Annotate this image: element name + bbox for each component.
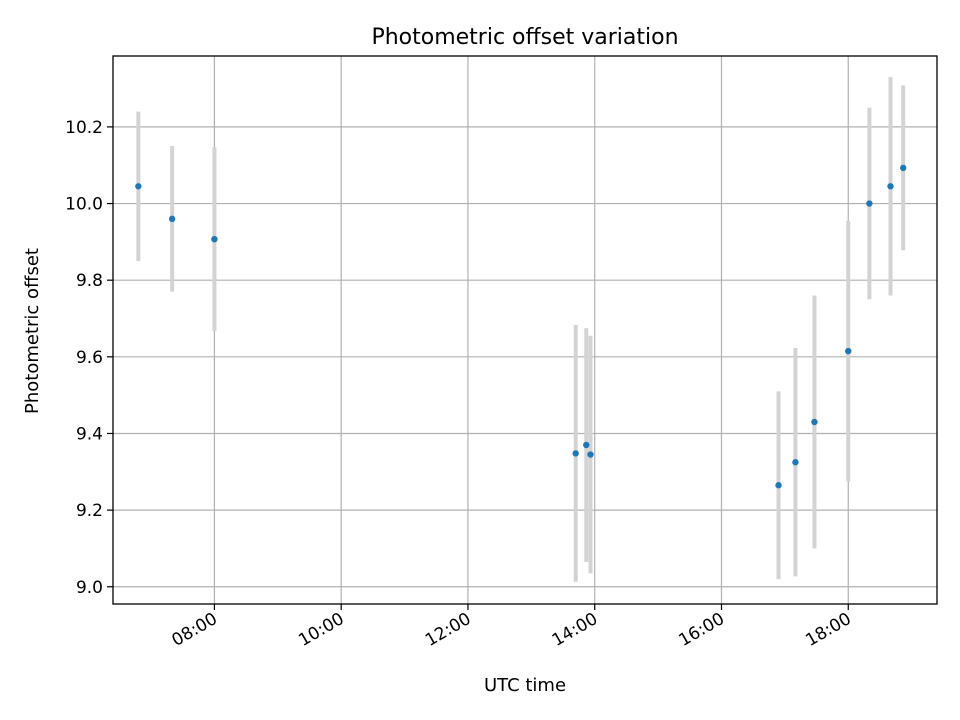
data-point [775, 482, 782, 489]
y-tick-label: 9.4 [76, 424, 103, 444]
data-point [572, 450, 579, 457]
data-point [811, 418, 818, 426]
data-point [866, 200, 873, 207]
data-point [899, 164, 907, 172]
data-point [887, 183, 894, 190]
y-axis-label: Photometric offset [22, 248, 43, 414]
data-point [792, 459, 799, 466]
data-point [168, 215, 176, 223]
plot-frame [112, 55, 938, 605]
data-point [587, 451, 594, 458]
y-tick-label: 10.0 [65, 195, 103, 215]
chart-title: Photometric offset variation [371, 25, 678, 50]
y-tick-label: 9.8 [76, 271, 103, 291]
data-point [845, 347, 852, 355]
data-point [135, 183, 142, 190]
y-tick-label: 10.2 [65, 118, 103, 138]
data-point [583, 441, 590, 449]
y-tick-label: 9.0 [76, 578, 103, 598]
y-tick-label: 9.6 [76, 348, 103, 368]
data-point [211, 235, 218, 243]
y-tick-label: 9.2 [76, 501, 103, 521]
x-axis-label: UTC time [484, 675, 566, 696]
